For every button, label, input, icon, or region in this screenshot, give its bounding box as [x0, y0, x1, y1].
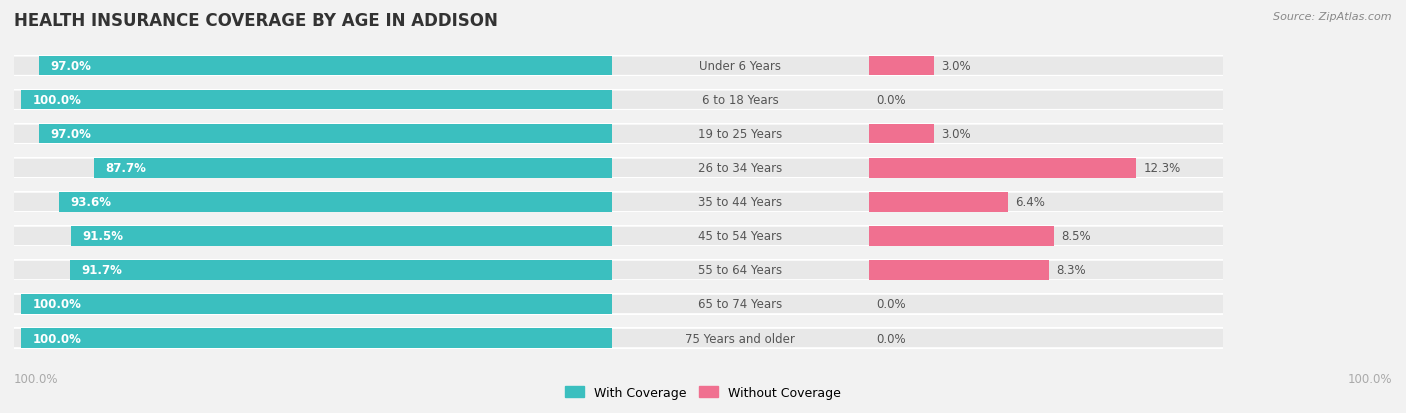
Text: 91.7%: 91.7% [82, 264, 122, 277]
Text: 65 to 74 Years: 65 to 74 Years [699, 298, 782, 311]
Text: 45 to 54 Years: 45 to 54 Years [699, 230, 782, 243]
FancyBboxPatch shape [866, 58, 936, 76]
Text: 87.7%: 87.7% [105, 162, 146, 175]
Text: HEALTH INSURANCE COVERAGE BY AGE IN ADDISON: HEALTH INSURANCE COVERAGE BY AGE IN ADDI… [14, 12, 498, 30]
Text: 19 to 25 Years: 19 to 25 Years [699, 128, 782, 141]
Text: 100.0%: 100.0% [32, 332, 82, 345]
Text: 55 to 64 Years: 55 to 64 Years [699, 264, 782, 277]
FancyBboxPatch shape [862, 261, 1057, 279]
Text: 8.3%: 8.3% [1056, 264, 1085, 277]
FancyBboxPatch shape [0, 294, 1278, 315]
Text: 6 to 18 Years: 6 to 18 Years [702, 94, 779, 107]
FancyBboxPatch shape [0, 56, 1278, 77]
FancyBboxPatch shape [0, 226, 1278, 247]
Text: 0.0%: 0.0% [876, 94, 905, 107]
Text: 3.0%: 3.0% [941, 128, 970, 141]
FancyBboxPatch shape [0, 192, 1278, 213]
FancyBboxPatch shape [37, 193, 634, 211]
Text: 100.0%: 100.0% [14, 372, 59, 385]
Text: 91.5%: 91.5% [83, 230, 124, 243]
Text: 0.0%: 0.0% [876, 298, 905, 311]
FancyBboxPatch shape [15, 58, 634, 76]
FancyBboxPatch shape [0, 328, 1278, 349]
FancyBboxPatch shape [862, 228, 1062, 245]
FancyBboxPatch shape [0, 158, 1278, 179]
FancyBboxPatch shape [0, 260, 1278, 281]
FancyBboxPatch shape [49, 228, 633, 245]
Text: 3.0%: 3.0% [941, 60, 970, 73]
FancyBboxPatch shape [863, 193, 1014, 211]
Text: Under 6 Years: Under 6 Years [699, 60, 782, 73]
FancyBboxPatch shape [0, 329, 636, 347]
Text: 12.3%: 12.3% [1143, 162, 1181, 175]
FancyBboxPatch shape [866, 126, 936, 143]
Text: 100.0%: 100.0% [32, 298, 82, 311]
FancyBboxPatch shape [0, 90, 1278, 111]
FancyBboxPatch shape [15, 126, 634, 143]
FancyBboxPatch shape [73, 159, 633, 177]
FancyBboxPatch shape [0, 295, 636, 313]
FancyBboxPatch shape [0, 124, 1278, 145]
Text: 0.0%: 0.0% [876, 332, 905, 345]
Text: 97.0%: 97.0% [51, 60, 91, 73]
Text: Source: ZipAtlas.com: Source: ZipAtlas.com [1274, 12, 1392, 22]
Text: 93.6%: 93.6% [70, 196, 111, 209]
FancyBboxPatch shape [858, 159, 1147, 177]
Text: 6.4%: 6.4% [1015, 196, 1045, 209]
FancyBboxPatch shape [0, 92, 636, 109]
Text: 97.0%: 97.0% [51, 128, 91, 141]
Legend: With Coverage, Without Coverage: With Coverage, Without Coverage [561, 381, 845, 404]
Text: 75 Years and older: 75 Years and older [685, 332, 796, 345]
Text: 26 to 34 Years: 26 to 34 Years [699, 162, 782, 175]
Text: 8.5%: 8.5% [1060, 230, 1091, 243]
Text: 100.0%: 100.0% [1347, 372, 1392, 385]
Text: 35 to 44 Years: 35 to 44 Years [699, 196, 782, 209]
FancyBboxPatch shape [48, 261, 633, 279]
Text: 100.0%: 100.0% [32, 94, 82, 107]
